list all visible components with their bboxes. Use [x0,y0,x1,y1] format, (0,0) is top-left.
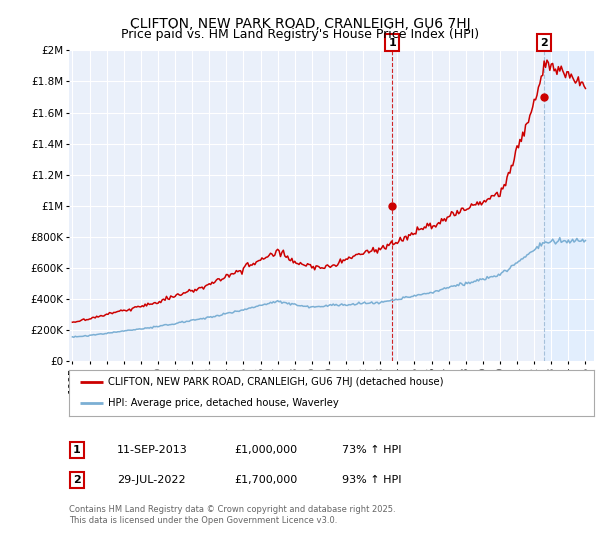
Text: £1,700,000: £1,700,000 [234,475,297,485]
Text: 1: 1 [73,445,80,455]
Text: 2: 2 [540,38,548,48]
Text: CLIFTON, NEW PARK ROAD, CRANLEIGH, GU6 7HJ: CLIFTON, NEW PARK ROAD, CRANLEIGH, GU6 7… [130,17,470,31]
Text: 29-JUL-2022: 29-JUL-2022 [117,475,185,485]
Bar [544,50,594,361]
Text: 11-SEP-2013: 11-SEP-2013 [117,445,188,455]
Text: Price paid vs. HM Land Registry's House Price Index (HPI): Price paid vs. HM Land Registry's House … [121,28,479,41]
Text: HPI: Average price, detached house, Waverley: HPI: Average price, detached house, Wave… [109,398,339,408]
Text: 73% ↑ HPI: 73% ↑ HPI [342,445,401,455]
Text: 1: 1 [388,38,396,48]
Text: 2: 2 [73,475,80,485]
Text: £1,000,000: £1,000,000 [234,445,297,455]
Text: CLIFTON, NEW PARK ROAD, CRANLEIGH, GU6 7HJ (detached house): CLIFTON, NEW PARK ROAD, CRANLEIGH, GU6 7… [109,377,444,387]
Text: 93% ↑ HPI: 93% ↑ HPI [342,475,401,485]
Text: Contains HM Land Registry data © Crown copyright and database right 2025.
This d: Contains HM Land Registry data © Crown c… [69,505,395,525]
